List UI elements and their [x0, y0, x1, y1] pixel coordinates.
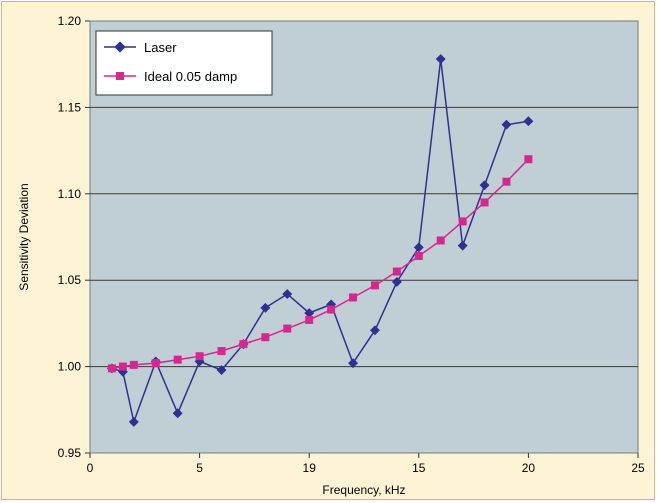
y-tick-label: 1.05: [58, 273, 82, 287]
legend-box: [95, 30, 273, 96]
x-tick-label: 19: [303, 461, 317, 475]
gridlines: [90, 106, 638, 368]
x-axis-ticks: 0 5 19 15 20 25: [87, 453, 645, 475]
legend-laser-label: Laser: [144, 40, 177, 55]
ideal-point: [480, 198, 489, 207]
ideal-point: [305, 315, 314, 324]
x-axis-label: Frequency, kHz: [322, 483, 405, 497]
y-tick-label: 1.00: [58, 360, 82, 374]
ideal-point: [349, 293, 358, 302]
ideal-point: [414, 252, 423, 261]
y-axis-label: Sensitivity Deviation: [17, 183, 31, 290]
x-tick-label: 0: [87, 461, 94, 475]
laser-point: [260, 302, 271, 313]
ideal-point: [261, 333, 270, 342]
ideal-point: [173, 355, 182, 364]
laser-point: [172, 408, 183, 419]
legend: Laser Ideal 0.05 damp: [95, 30, 273, 96]
laser-point: [370, 325, 380, 336]
laser-point: [457, 240, 468, 251]
ideal-point: [327, 305, 336, 314]
x-tick-label: 20: [522, 461, 536, 475]
y-tick-label: 1.15: [58, 100, 82, 114]
y-axis-ticks: 0.95 1.00 1.05 1.10 1.15 1.20: [58, 14, 90, 460]
ideal-point: [436, 236, 445, 245]
ideal-point: [107, 364, 116, 373]
laser-point: [348, 358, 358, 369]
laser-point: [216, 365, 227, 376]
ideal-point: [458, 217, 467, 226]
y-tick-label: 0.95: [58, 446, 82, 460]
ideal-point: [217, 347, 226, 356]
laser-point: [304, 308, 315, 318]
ideal-point: [524, 155, 533, 164]
laser-point: [391, 276, 402, 287]
ideal-point: [502, 177, 511, 186]
series-layer: [106, 54, 534, 427]
ideal-point: [239, 340, 248, 349]
laser-point: [523, 116, 534, 127]
y-tick-label: 1.10: [58, 187, 82, 201]
x-tick-label: 25: [631, 461, 645, 475]
ideal-point: [129, 360, 138, 369]
laser-point: [413, 242, 424, 253]
laser-point: [282, 289, 293, 299]
ideal-point: [195, 352, 204, 361]
ideal-point: [283, 324, 292, 333]
laser-point: [479, 180, 490, 191]
y-tick-label: 1.20: [58, 14, 82, 28]
ideal-point: [370, 281, 379, 290]
x-tick-label: 5: [196, 461, 203, 475]
legend-ideal-label: Ideal 0.05 damp: [144, 69, 237, 84]
ideal-point: [118, 362, 127, 371]
x-tick-label: 15: [412, 461, 426, 475]
ideal-point: [392, 267, 401, 276]
ideal-point: [151, 359, 160, 368]
laser-point: [128, 416, 139, 427]
legend-ideal-marker: [116, 72, 124, 80]
legend-laser-marker: [114, 41, 126, 53]
